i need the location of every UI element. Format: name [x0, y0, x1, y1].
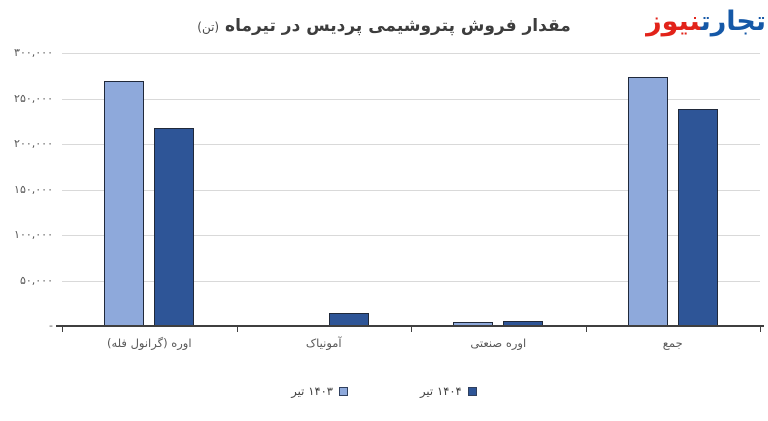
gridline — [62, 98, 760, 100]
x-category-label: آمونیاک — [305, 336, 342, 350]
gridline — [62, 189, 760, 191]
gridline — [62, 235, 760, 236]
legend-label-word: تیر — [291, 384, 305, 398]
x-category-label: اوره صنعتی — [470, 336, 527, 350]
legend-swatch — [467, 386, 477, 396]
x-category-label: اوره (گرانول فله) — [106, 336, 192, 350]
bar-series1-cat1 — [104, 81, 145, 326]
legend-item-1: تیر ۱۴۰۳ — [291, 384, 348, 398]
plot-area — [62, 53, 760, 326]
bar-series1-cat4 — [627, 77, 668, 326]
axis-tick — [760, 327, 761, 332]
bar-series2-cat1 — [154, 128, 195, 326]
chart-title-unit: (تن) — [197, 20, 220, 34]
x-axis-line — [56, 325, 764, 332]
legend-item-2: تیر ۱۴۰۴ — [420, 384, 477, 398]
axis-tick — [585, 327, 587, 332]
bar-series2-cat4 — [677, 109, 718, 326]
gridline — [62, 280, 760, 282]
logo-word-news: نیوز — [646, 6, 702, 37]
gridline — [62, 144, 760, 145]
y-tick-label: - — [49, 319, 53, 332]
legend: تیر ۱۴۰۳ تیر ۱۴۰۴ — [0, 384, 768, 398]
y-tick-label: ۲۰۰,۰۰۰ — [14, 137, 53, 150]
y-tick-label: ۱۰۰,۰۰۰ — [14, 228, 53, 241]
y-tick-label: ۳۰۰,۰۰۰ — [14, 46, 53, 59]
chart-title: مقدار فروش پتروشیمی پردیس در تیرماه (تن) — [0, 16, 768, 36]
y-tick-label: ۲۵۰,۰۰۰ — [14, 91, 53, 105]
y-tick-label: ۵۰,۰۰۰ — [19, 273, 53, 287]
axis-tick — [236, 327, 238, 332]
chart-title-text: مقدار فروش پتروشیمی پردیس در تیرماه — [225, 16, 571, 36]
legend-label-year: ۱۴۰۳ — [308, 384, 333, 398]
y-tick-label: ۱۵۰,۰۰۰ — [14, 182, 53, 196]
gridline — [62, 53, 760, 54]
logo-word-tejarat: تجارت — [700, 6, 767, 37]
x-category-label: جمع — [662, 336, 683, 350]
tejaratnews-logo: تجارتنیوز — [646, 6, 767, 38]
legend-label-year: ۱۴۰۴ — [437, 384, 462, 398]
axis-tick — [411, 327, 412, 332]
axis-tick — [62, 327, 63, 332]
legend-swatch — [339, 386, 348, 396]
legend-label-word: تیر — [420, 384, 434, 398]
